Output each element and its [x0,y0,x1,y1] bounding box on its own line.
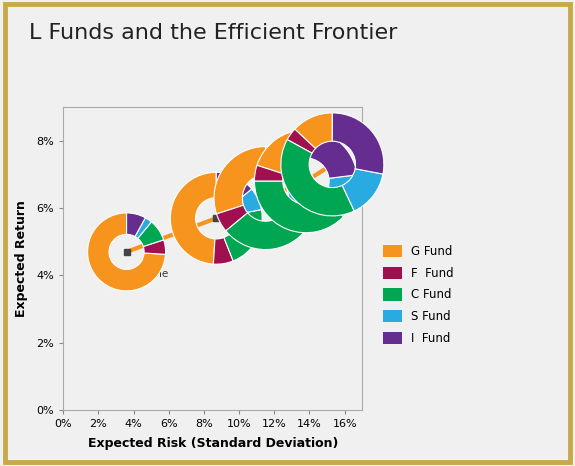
Wedge shape [306,130,357,178]
Wedge shape [226,206,313,250]
Text: 2050: 2050 [336,181,362,191]
Wedge shape [214,146,266,214]
Wedge shape [135,218,151,239]
Wedge shape [281,140,354,216]
Wedge shape [257,130,306,174]
Wedge shape [216,172,252,205]
Text: Income: Income [130,269,168,279]
Wedge shape [87,213,166,291]
Y-axis label: Expected Return: Expected Return [15,200,28,317]
Wedge shape [342,169,383,211]
Wedge shape [287,129,316,153]
Wedge shape [255,165,284,181]
Wedge shape [126,213,145,237]
Legend: G Fund, F  Fund, C Fund, S Fund, I  Fund: G Fund, F Fund, C Fund, S Fund, I Fund [383,245,454,345]
Wedge shape [217,205,248,231]
Wedge shape [232,189,262,214]
Text: 2020: 2020 [220,239,246,248]
Wedge shape [332,113,384,174]
Wedge shape [143,240,166,254]
Wedge shape [170,172,216,264]
Wedge shape [266,146,313,190]
Wedge shape [138,222,164,247]
Wedge shape [213,238,233,264]
Text: L Funds and the Efficient Frontier: L Funds and the Efficient Frontier [29,23,397,42]
Text: 2040: 2040 [309,201,336,212]
Wedge shape [295,113,332,149]
X-axis label: Expected Risk (Standard Deviation): Expected Risk (Standard Deviation) [87,438,338,451]
Text: 2030: 2030 [269,218,296,228]
Wedge shape [323,175,358,217]
Wedge shape [224,210,262,261]
Wedge shape [287,179,317,217]
Wedge shape [255,181,343,233]
